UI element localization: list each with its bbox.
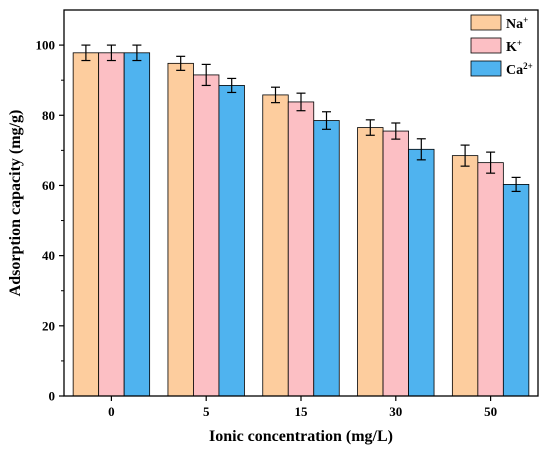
bar <box>502 184 530 397</box>
bar <box>477 162 504 397</box>
x-tick-label: 50 <box>484 404 497 419</box>
y-tick-label: 0 <box>49 389 56 404</box>
x-axis: 0 5 15 30 50 <box>108 396 497 419</box>
bar <box>451 155 479 397</box>
y-tick-label: 40 <box>42 248 55 263</box>
bar <box>123 52 151 397</box>
x-tick-label: 30 <box>389 404 402 419</box>
error-bar <box>132 44 142 62</box>
y-axis: 0 20 40 60 80 100 <box>36 38 64 404</box>
error-bar <box>296 92 306 112</box>
legend-label: Ca2+ <box>506 61 533 78</box>
error-bar <box>416 138 426 161</box>
error-bar <box>365 119 375 136</box>
x-tick-label: 5 <box>203 404 210 419</box>
bar <box>382 130 409 397</box>
error-bar <box>81 44 91 62</box>
error-bar <box>271 86 280 104</box>
error-bar <box>201 63 211 87</box>
bar <box>262 94 289 397</box>
error-bar <box>486 151 496 174</box>
y-tick-label: 60 <box>42 178 55 193</box>
y-tick-label: 20 <box>42 318 55 333</box>
legend-swatch <box>470 60 502 77</box>
error-bar <box>511 176 521 193</box>
error-bar <box>176 55 186 71</box>
legend-label-charge: 2+ <box>523 61 533 71</box>
error-bar <box>227 77 237 94</box>
bar <box>72 52 100 397</box>
legend: Na+ K+ Ca2+ <box>470 14 533 78</box>
bar <box>167 62 194 397</box>
bar <box>357 127 384 397</box>
legend-label-charge: + <box>517 38 522 48</box>
error-bar <box>460 144 470 167</box>
legend-label-charge: + <box>523 15 528 25</box>
legend-swatch <box>470 14 502 31</box>
error-bar <box>106 44 116 62</box>
bar <box>193 74 220 397</box>
y-axis-title: Adsorption capacity (mg/g) <box>7 110 24 297</box>
bar <box>408 148 435 397</box>
bar <box>218 85 245 397</box>
bar <box>287 101 315 397</box>
legend-label: Na+ <box>506 15 528 32</box>
error-bar <box>322 111 331 130</box>
x-axis-title: Ionic concentration (mg/L) <box>209 428 393 445</box>
error-bars-layer <box>81 44 521 193</box>
bar <box>313 120 340 397</box>
bar <box>98 52 125 397</box>
x-tick-label: 15 <box>295 404 309 419</box>
bars-layer <box>72 52 530 397</box>
y-tick-label: 80 <box>42 108 55 123</box>
x-tick-label: 0 <box>108 404 115 419</box>
y-tick-label: 100 <box>36 38 56 53</box>
legend-label: K+ <box>506 38 522 55</box>
legend-swatch <box>470 37 502 54</box>
error-bar <box>391 122 401 140</box>
